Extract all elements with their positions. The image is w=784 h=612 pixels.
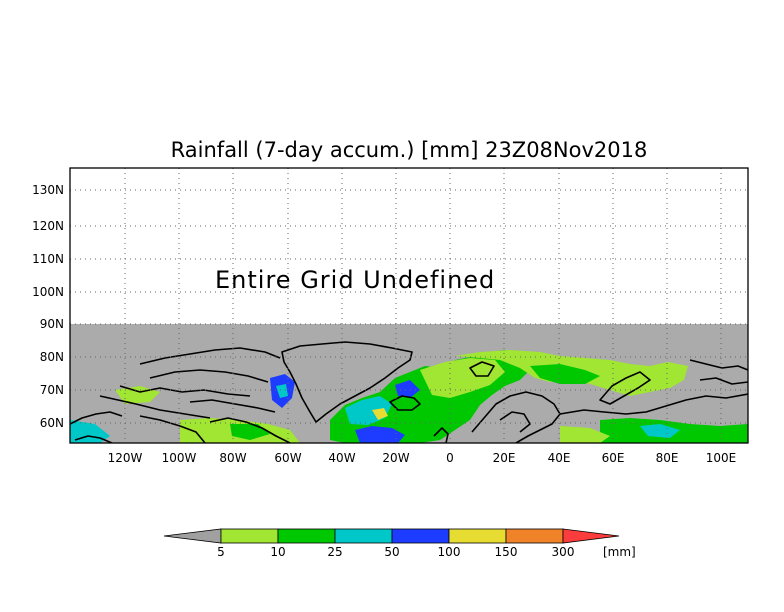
lon-tick-label: 80W — [219, 451, 246, 465]
graticule — [70, 168, 748, 443]
colorbar-bin — [220, 528, 279, 544]
map-title: Rainfall (7-day accum.) [mm] 23Z08Nov201… — [171, 138, 648, 162]
plot-frame — [69, 167, 749, 444]
coastline-alaska — [70, 411, 123, 443]
coastline-iceland — [389, 395, 421, 411]
lat-tick-label: 80N — [40, 350, 64, 364]
lat-tick-label: 130N — [32, 183, 64, 197]
coastline-greenland — [281, 341, 413, 423]
colorbar-label: 100 — [438, 545, 461, 559]
coastline-scandinavia — [471, 391, 561, 443]
precip-zone-siberia-b — [640, 424, 680, 438]
lon-tick-label: 60E — [602, 451, 625, 465]
colorbar-bin — [505, 528, 564, 544]
colorbar-above-triangle — [562, 528, 620, 544]
lon-tick-label: 60W — [274, 451, 301, 465]
lat-tick-label: 90N — [40, 317, 64, 331]
latitude-axis: 130N 120N 110N 100N 90N 80N 70N 60N — [32, 183, 64, 430]
colorbar-label: 5 — [217, 545, 225, 559]
lat-tick-label: 110N — [32, 252, 64, 266]
lon-tick-label: 80E — [656, 451, 679, 465]
coastline-labrador — [139, 415, 291, 443]
lon-tick-label: 40W — [328, 451, 355, 465]
colorbar-label: 150 — [495, 545, 518, 559]
coastline-novaya-zemlya — [599, 371, 651, 405]
coastline-canadian-archipelago — [99, 347, 281, 419]
lon-tick-label: 40E — [548, 451, 571, 465]
colorbar-label: 50 — [384, 545, 399, 559]
lon-tick-label: 100W — [162, 451, 197, 465]
colorbar-bin — [334, 528, 393, 544]
lat-tick-label: 60N — [40, 416, 64, 430]
lat-tick-label: 100N — [32, 285, 64, 299]
precip-zone-baffin-b — [276, 384, 288, 398]
plot-area: Entire Grid Undefined — [69, 167, 749, 444]
colorbar-unit: [mm] — [603, 545, 636, 559]
precip-zone-arctic-b — [530, 364, 600, 384]
colorbar-bin — [448, 528, 507, 544]
colorbar-label: 25 — [327, 545, 342, 559]
colorbar-bin — [277, 528, 336, 544]
lon-tick-label: 20W — [382, 451, 409, 465]
colorbar: 5 10 25 50 100 150 300 [mm] — [163, 528, 636, 559]
coastline-siberia — [559, 359, 748, 415]
precip-zone-50-100-b — [395, 380, 420, 398]
precip-zone-50-100 — [355, 426, 405, 443]
lon-tick-label: 120W — [108, 451, 143, 465]
lat-tick-label: 120N — [32, 219, 64, 233]
lon-tick-label: 100E — [706, 451, 737, 465]
precip-zone-5-10 — [420, 358, 505, 398]
undefined-grid-notice: Entire Grid Undefined — [215, 266, 495, 294]
longitude-axis: 120W 100W 80W 60W 40W 20W 0 20E 40E 60E 80E 100E — [108, 451, 737, 465]
lon-tick-label: 20E — [493, 451, 516, 465]
precip-zone-scandinavia — [560, 426, 610, 443]
colorbar-label: 10 — [270, 545, 285, 559]
lat-tick-label: 70N — [40, 383, 64, 397]
lon-tick-label: 0 — [446, 451, 454, 465]
coastline-british-isles — [433, 427, 449, 443]
colorbar-bin — [391, 528, 450, 544]
coastlines — [70, 341, 748, 443]
precip-zone-100-150 — [372, 408, 388, 420]
colorbar-below-triangle — [163, 528, 222, 544]
colorbar-label: 300 — [552, 545, 575, 559]
coastline-svalbard — [469, 361, 495, 377]
